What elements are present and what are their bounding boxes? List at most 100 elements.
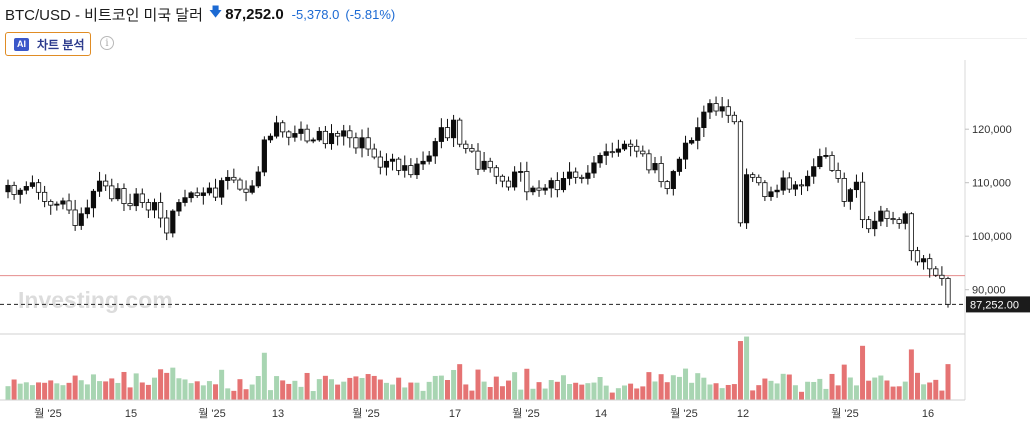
candle-body (103, 180, 109, 187)
candle-body (145, 202, 151, 211)
volume-bar (621, 385, 627, 400)
volume-bar (609, 392, 615, 400)
candle-body (872, 220, 878, 230)
x-tick-label: 월 '25 (34, 407, 62, 420)
candle-body (530, 187, 536, 193)
candle-body (84, 207, 90, 215)
candle-body (615, 148, 621, 153)
candle (463, 140, 469, 154)
candle-body (566, 171, 573, 179)
candle (701, 105, 707, 138)
volume-bar (554, 381, 560, 400)
volume-bar (707, 384, 713, 400)
candle (768, 186, 774, 201)
candle (945, 276, 951, 308)
candle-body (585, 172, 591, 179)
volume-bar (133, 373, 139, 400)
volume-bar (194, 381, 200, 400)
x-tick-label: 15 (125, 408, 137, 420)
candle-body (35, 182, 42, 193)
candle-body (719, 106, 725, 112)
candle-body (157, 202, 164, 219)
instrument-title: BTC/USD - 비트코인 미국 달러 (5, 6, 203, 24)
volume-bar (597, 376, 603, 400)
candle (640, 145, 646, 157)
candle (756, 174, 762, 186)
candle (646, 149, 652, 174)
volume-bar (188, 383, 194, 400)
volume-bar (823, 388, 829, 400)
candle-body (701, 111, 707, 128)
candle-body (432, 141, 438, 157)
volume-bar (866, 380, 872, 400)
volume-bar (48, 380, 54, 400)
candle-body (96, 180, 103, 192)
x-tick-label: 16 (922, 408, 934, 420)
candle-body (823, 155, 829, 157)
candle-body (914, 250, 921, 263)
candle-body (731, 114, 737, 123)
candle-body (66, 200, 72, 211)
candlestick-chart[interactable]: 90,000 100,000 110,000 120,000 Investing.com… (0, 60, 1031, 430)
candle (347, 125, 353, 148)
candle (505, 176, 512, 191)
volume-bar (414, 382, 420, 400)
volume-bar (945, 364, 951, 400)
volume-bar (786, 374, 792, 400)
volume-bar (481, 381, 487, 400)
candle (219, 177, 225, 205)
candle-body (42, 191, 48, 202)
candle (695, 117, 701, 150)
candle (933, 266, 939, 277)
candle-body (518, 171, 524, 173)
candle-body (341, 130, 347, 137)
candle (621, 140, 628, 152)
candle (267, 133, 274, 143)
candle (707, 99, 713, 119)
volume-bar (939, 390, 945, 400)
y-tick-label: 120,000 (972, 124, 1012, 136)
volume-bar (5, 386, 11, 400)
candle (5, 179, 11, 199)
candle-body (676, 158, 683, 172)
candle (774, 184, 780, 198)
candle-body (170, 210, 176, 234)
candle-body (450, 119, 457, 139)
candle (206, 182, 213, 196)
candle (96, 171, 103, 197)
candle-body (853, 181, 860, 191)
candle (609, 142, 615, 158)
candle-body (11, 184, 17, 195)
candle-body (280, 122, 286, 133)
candle (585, 165, 591, 185)
volume-bar (530, 388, 536, 400)
volume-bar (628, 383, 634, 400)
volume-bar (664, 382, 670, 400)
volume-bar (670, 375, 676, 400)
candle-body (646, 153, 652, 171)
volume-bar (646, 372, 652, 400)
candle (566, 162, 573, 186)
volume-bar (219, 369, 225, 400)
info-icon[interactable]: i (100, 36, 114, 50)
volume-bar (536, 382, 542, 400)
volume-bar (512, 372, 518, 400)
candle-body (542, 187, 548, 191)
candle (182, 189, 188, 207)
candle (817, 148, 823, 170)
candle-body (365, 137, 371, 150)
candle-body (5, 184, 11, 193)
volume-bar (23, 382, 29, 400)
volume-bar (176, 378, 182, 400)
last-price-badge (966, 296, 1030, 313)
volume-bar (11, 379, 17, 400)
candle-body (609, 151, 615, 154)
volume-bar (731, 384, 737, 400)
candle (145, 198, 151, 218)
candle (280, 120, 286, 138)
candle (457, 117, 463, 148)
ai-chart-analysis-button[interactable]: AI 차트 분석 (5, 32, 91, 56)
candle-body (438, 127, 444, 142)
volume-bar (72, 375, 78, 400)
volume-bar (591, 382, 597, 400)
